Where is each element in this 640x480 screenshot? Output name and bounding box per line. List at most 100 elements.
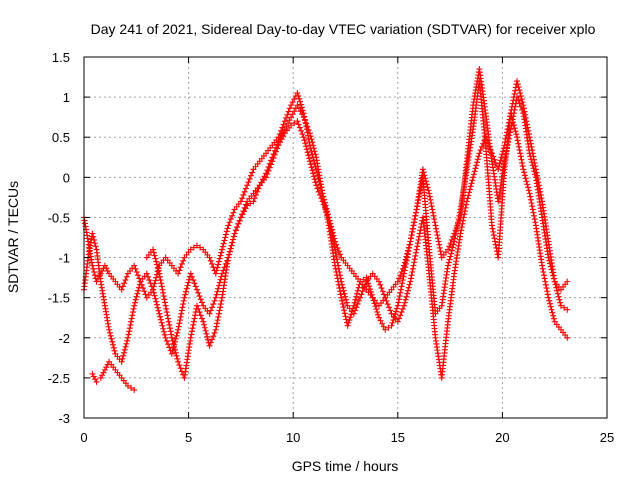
data-point-interp xyxy=(362,281,369,288)
data-point-interp xyxy=(557,299,564,306)
data-point-interp xyxy=(399,277,406,284)
data-point-interp xyxy=(401,299,408,306)
data-point xyxy=(564,278,571,285)
data-point-interp xyxy=(397,286,404,293)
data-point xyxy=(382,326,389,333)
data-point-interp xyxy=(429,206,436,213)
data-point-interp xyxy=(153,258,160,265)
data-point xyxy=(175,326,182,333)
data-point-interp xyxy=(397,312,404,319)
data-point-interp xyxy=(209,336,216,343)
data-point xyxy=(488,150,495,157)
data-point-interp xyxy=(525,127,532,134)
data-point-interp xyxy=(345,319,352,326)
data-point-interp xyxy=(449,244,456,251)
data-point-interp xyxy=(119,283,126,290)
y-tick-label: 1 xyxy=(63,90,70,105)
data-point xyxy=(413,206,420,213)
data-point-interp xyxy=(416,193,423,200)
data-point-interp xyxy=(153,298,160,305)
data-point-interp xyxy=(424,184,431,191)
data-point-interp xyxy=(153,274,160,281)
data-point-interp xyxy=(310,170,317,177)
data-point xyxy=(401,270,408,277)
data-point-interp xyxy=(192,283,199,290)
data-point-interp xyxy=(519,163,526,170)
data-point-interp xyxy=(402,296,409,303)
data-point-interp xyxy=(312,179,319,186)
data-point-interp xyxy=(215,282,222,289)
data-point-interp xyxy=(364,277,371,284)
data-point-interp xyxy=(146,277,153,284)
data-point-interp xyxy=(295,105,302,112)
y-tick-label: -2.5 xyxy=(48,371,70,386)
data-point-interp xyxy=(393,308,400,315)
data-point-interp xyxy=(423,181,430,188)
data-point-interp xyxy=(298,127,305,134)
data-point-interp xyxy=(456,212,463,219)
data-point-interp xyxy=(456,209,463,216)
data-point-interp xyxy=(529,206,536,213)
data-point-interp xyxy=(537,191,544,198)
data-point-interp xyxy=(196,309,203,316)
data-point xyxy=(187,246,194,253)
data-point-interp xyxy=(411,259,418,266)
data-point xyxy=(344,322,351,329)
data-point xyxy=(244,182,251,189)
data-point-interp xyxy=(110,341,117,348)
data-point-interp xyxy=(367,288,374,295)
data-point-interp xyxy=(109,338,116,345)
data-point-interp xyxy=(164,312,171,319)
data-point-interp xyxy=(546,300,553,307)
data-point xyxy=(313,182,320,189)
data-point-interp xyxy=(169,337,176,344)
data-point xyxy=(124,382,131,389)
data-point-interp xyxy=(229,239,236,246)
data-point-interp xyxy=(188,328,195,335)
data-point-interp xyxy=(520,105,527,112)
data-point-interp xyxy=(119,355,126,362)
data-point xyxy=(407,238,414,245)
data-point-interp xyxy=(91,236,98,243)
data-point-interp xyxy=(455,216,462,223)
data-point xyxy=(101,366,108,373)
data-point-interp xyxy=(302,140,309,147)
data-point xyxy=(263,170,270,177)
data-point-interp xyxy=(445,259,452,266)
data-point-interp xyxy=(324,216,331,223)
data-point xyxy=(131,302,138,309)
data-point-interp xyxy=(234,224,241,231)
data-point-interp xyxy=(514,81,521,88)
data-point-interp xyxy=(333,272,340,279)
data-point-interp xyxy=(425,187,432,194)
data-point-interp xyxy=(465,192,472,199)
data-point-interp xyxy=(246,175,253,182)
data-point-interp xyxy=(209,304,216,311)
data-point-interp xyxy=(182,291,189,298)
data-point-interp xyxy=(512,128,519,135)
data-point xyxy=(175,270,182,277)
data-point-interp xyxy=(336,285,343,292)
data-point xyxy=(118,358,125,365)
data-point xyxy=(445,262,452,269)
data-point xyxy=(269,154,276,161)
data-point-interp xyxy=(431,219,438,226)
data-point-interp xyxy=(192,312,199,319)
data-point-interp xyxy=(174,329,181,336)
data-point-interp xyxy=(467,183,474,190)
data-point-interp xyxy=(508,106,515,113)
y-axis-label: SDTVAR / TECUs xyxy=(5,181,21,293)
data-point-interp xyxy=(167,328,174,335)
data-point-interp xyxy=(161,331,168,338)
data-point-interp xyxy=(550,312,557,319)
data-point-interp xyxy=(219,243,226,250)
data-point-interp xyxy=(226,219,233,226)
data-point-interp xyxy=(509,103,516,110)
data-point-interp xyxy=(179,304,186,311)
data-point-interp xyxy=(554,290,561,297)
data-point-interp xyxy=(321,200,328,207)
data-point-interp xyxy=(131,299,138,306)
data-point-interp xyxy=(384,301,391,308)
data-point-interp xyxy=(561,304,568,311)
